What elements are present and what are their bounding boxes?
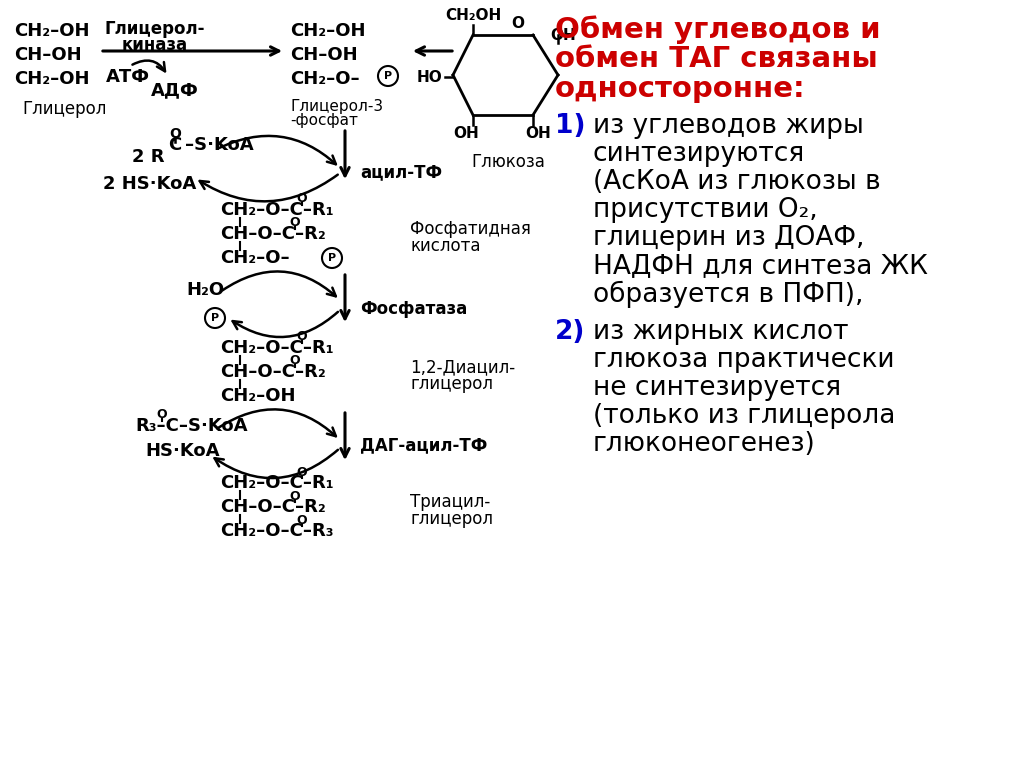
Text: CH₂–OH: CH₂–OH <box>14 70 89 88</box>
Text: CH₂–O–C–R₁: CH₂–O–C–R₁ <box>220 474 334 492</box>
Text: P: P <box>211 313 219 323</box>
Text: C: C <box>168 136 181 154</box>
Text: Глюкоза: Глюкоза <box>471 153 545 171</box>
Text: O: O <box>297 513 307 526</box>
Text: O: O <box>512 15 524 31</box>
Text: ацил-ТФ: ацил-ТФ <box>360 163 442 181</box>
Text: (АсКоА из глюкозы в: (АсКоА из глюкозы в <box>593 169 881 195</box>
Text: CH₂–O–C–R₃: CH₂–O–C–R₃ <box>220 522 334 540</box>
Text: глюконеогенез): глюконеогенез) <box>593 431 816 457</box>
Text: не синтезируется: не синтезируется <box>593 375 841 401</box>
Text: CH₂OH: CH₂OH <box>444 8 501 22</box>
Text: глицерол: глицерол <box>410 375 493 393</box>
Text: образуется в ПФП),: образуется в ПФП), <box>593 281 863 308</box>
Text: Глицерол-3: Глицерол-3 <box>290 99 383 114</box>
Text: R₃–C–S·KoA: R₃–C–S·KoA <box>135 417 248 435</box>
Text: O: O <box>297 466 307 479</box>
Text: киназа: киназа <box>122 36 188 54</box>
Text: ДАГ-ацил-ТФ: ДАГ-ацил-ТФ <box>360 436 487 454</box>
Text: Глицерол: Глицерол <box>22 100 106 118</box>
Text: АТФ: АТФ <box>106 68 150 86</box>
Circle shape <box>205 308 225 328</box>
Text: Глицерол-: Глицерол- <box>104 20 205 38</box>
Text: CH₂–O–C–R₁: CH₂–O–C–R₁ <box>220 339 334 357</box>
Text: O: O <box>290 354 300 367</box>
Text: глицерин из ДОАФ,: глицерин из ДОАФ, <box>593 225 864 251</box>
Text: НАДФН для синтеза ЖК: НАДФН для синтеза ЖК <box>593 253 928 279</box>
Text: HS·KoA: HS·KoA <box>145 442 219 460</box>
Text: односторонне:: односторонне: <box>555 75 806 103</box>
Text: кислота: кислота <box>410 237 480 255</box>
Text: Фосфатидная: Фосфатидная <box>410 220 530 238</box>
Text: 2 R: 2 R <box>132 148 165 166</box>
Text: из углеводов жиры: из углеводов жиры <box>593 113 864 139</box>
Text: P: P <box>384 71 392 81</box>
Text: CH–O–C–R₂: CH–O–C–R₂ <box>220 498 326 516</box>
Text: P: P <box>328 253 336 263</box>
Circle shape <box>322 248 342 268</box>
Text: O: O <box>290 216 300 229</box>
Text: Триацил-: Триацил- <box>410 493 490 511</box>
Text: O: O <box>157 409 167 422</box>
Text: Обмен углеводов и: Обмен углеводов и <box>555 15 881 44</box>
Text: (только из глицерола: (только из глицерола <box>593 403 895 429</box>
Text: 1,2-Диацил-: 1,2-Диацил- <box>410 358 515 376</box>
Text: O: O <box>290 489 300 502</box>
Text: 2): 2) <box>555 319 586 345</box>
Text: –S·KoA: –S·KoA <box>185 136 254 154</box>
Text: CH₂–O–: CH₂–O– <box>220 249 290 267</box>
Text: CH₂–OH: CH₂–OH <box>220 387 296 405</box>
Text: OH: OH <box>550 28 575 42</box>
Text: 1): 1) <box>555 113 586 139</box>
Text: 2 HS·KoA: 2 HS·KoA <box>103 175 197 193</box>
Text: OH: OH <box>525 126 551 140</box>
Text: O: O <box>297 193 307 206</box>
Text: обмен ТАГ связаны: обмен ТАГ связаны <box>555 45 878 73</box>
Text: OH: OH <box>454 126 479 140</box>
Text: глицерол: глицерол <box>410 510 493 528</box>
Text: -фосфат: -фосфат <box>290 113 358 128</box>
Text: синтезируются: синтезируются <box>593 141 805 167</box>
Text: CH₂–O–: CH₂–O– <box>290 70 359 88</box>
Text: HO: HO <box>417 70 442 84</box>
Text: из жирных кислот: из жирных кислот <box>593 319 849 345</box>
Text: CH–OH: CH–OH <box>290 46 357 64</box>
Text: O: O <box>169 127 181 141</box>
Text: CH₂–OH: CH₂–OH <box>14 22 89 40</box>
Text: CH₂–O–C–R₁: CH₂–O–C–R₁ <box>220 201 334 219</box>
Text: CH–O–C–R₂: CH–O–C–R₂ <box>220 363 326 381</box>
Text: O: O <box>297 331 307 344</box>
Text: CH–O–C–R₂: CH–O–C–R₂ <box>220 225 326 243</box>
Circle shape <box>378 66 398 86</box>
Text: H₂O: H₂O <box>186 281 224 299</box>
Text: присутствии О₂,: присутствии О₂, <box>593 197 818 223</box>
Text: АДФ: АДФ <box>152 81 199 99</box>
Text: CH–OH: CH–OH <box>14 46 82 64</box>
Text: CH₂–OH: CH₂–OH <box>290 22 366 40</box>
Text: Фосфатаза: Фосфатаза <box>360 300 467 318</box>
Text: глюкоза практически: глюкоза практически <box>593 347 895 373</box>
